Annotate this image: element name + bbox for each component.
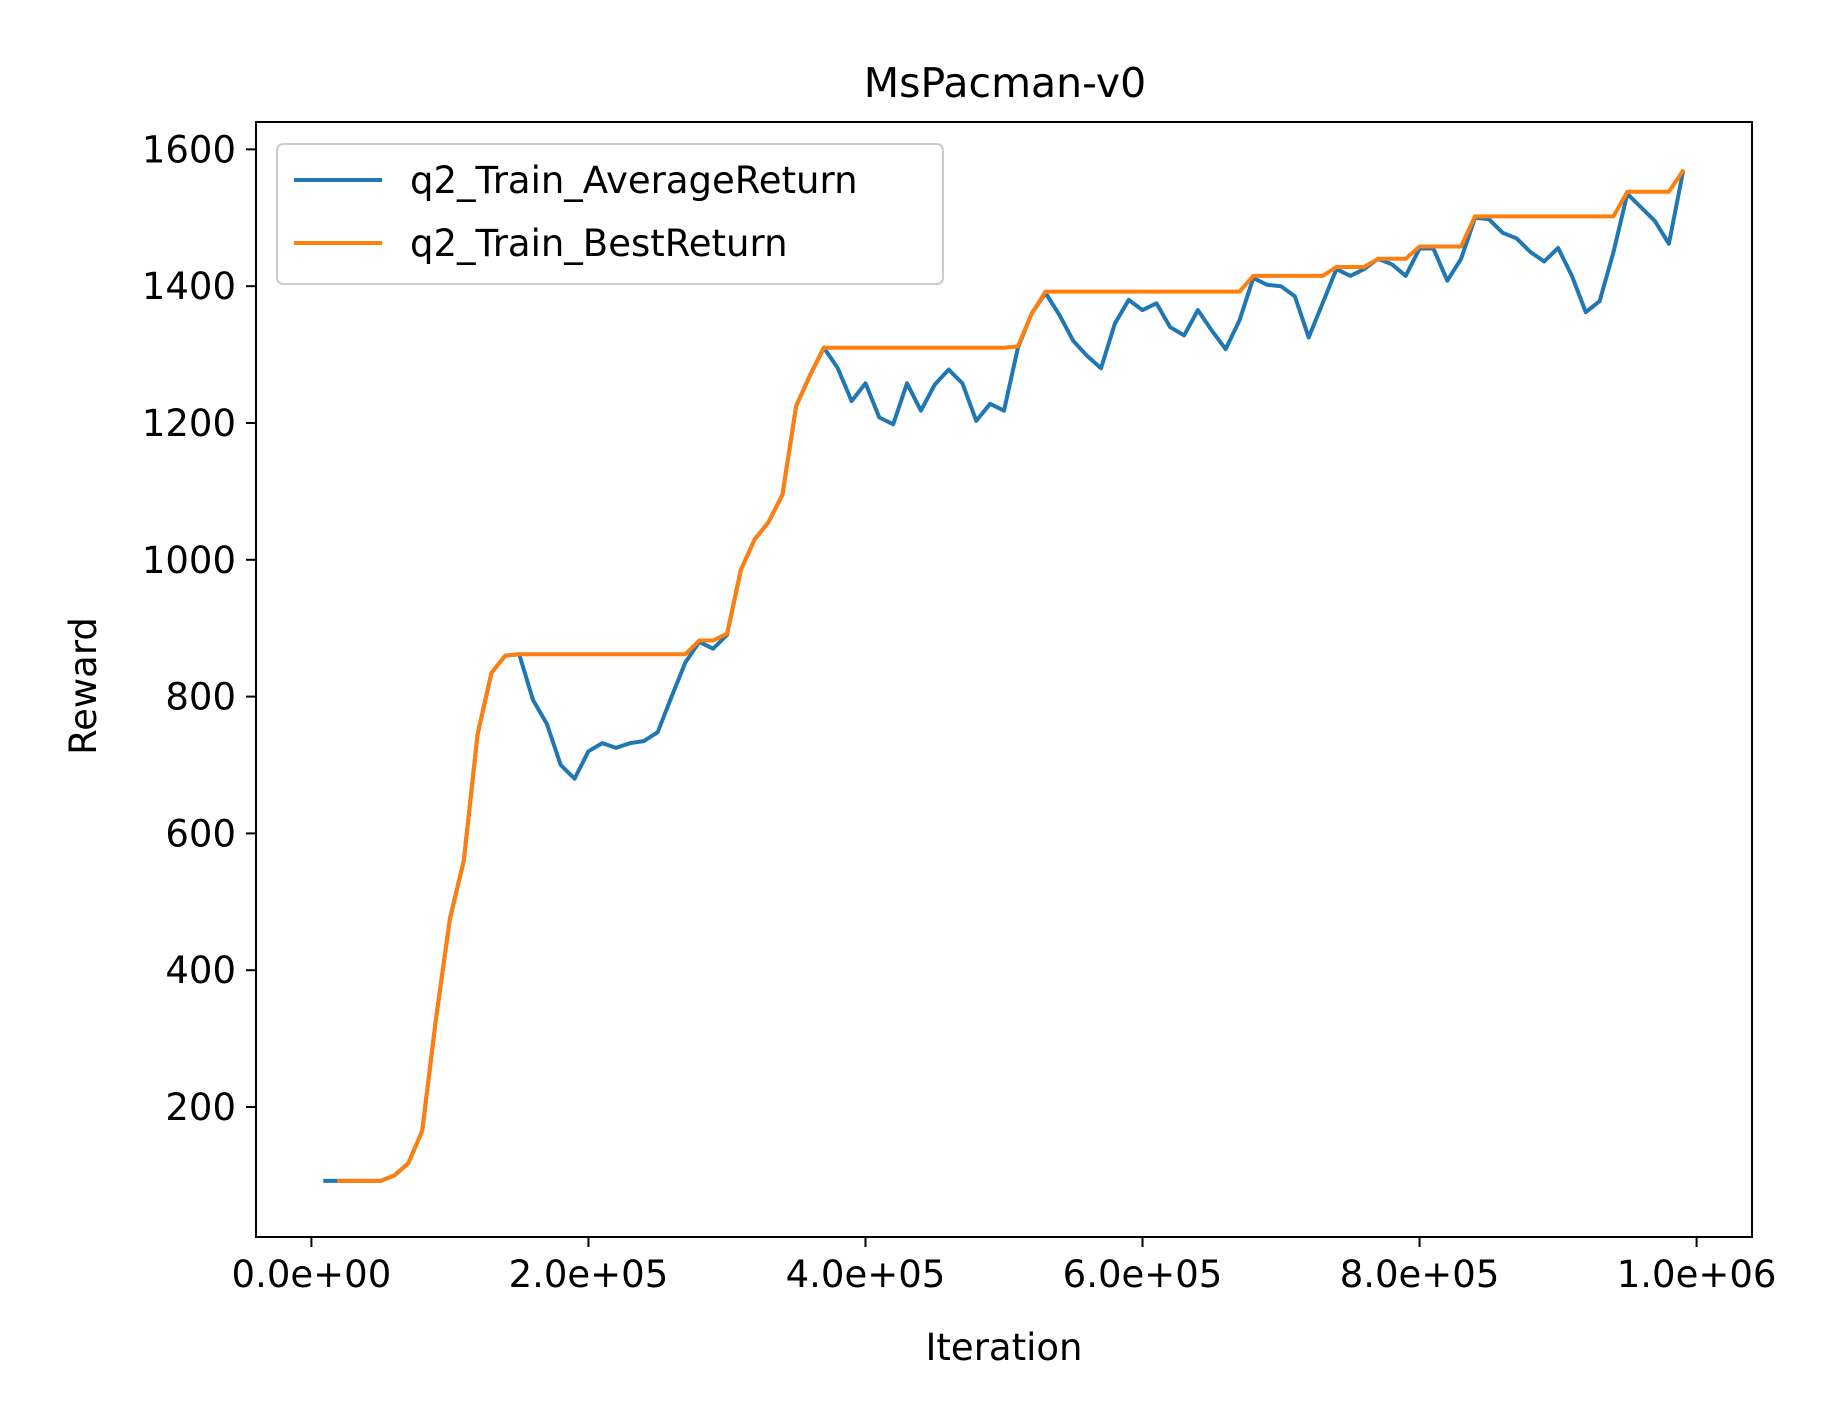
y-axis-label: Reward	[62, 617, 105, 755]
x-axis: 0.0e+00 2.0e+05 4.0e+05 6.0e+05 8.0e+05 1.0e+…	[232, 1237, 1777, 1296]
y-tick-label: 1600	[142, 128, 236, 171]
series-line-q2-train-bestreturn	[339, 171, 1683, 1181]
x-tick-label: 8.0e+05	[1340, 1253, 1500, 1296]
x-tick-label: 0.0e+00	[232, 1253, 392, 1296]
y-tick-label: 200	[165, 1086, 236, 1129]
legend: q2_Train_AverageReturn q2_Train_BestRetu…	[277, 144, 943, 284]
x-tick-label: 2.0e+05	[509, 1253, 669, 1296]
x-axis-label: Iteration	[926, 1326, 1083, 1369]
y-axis: 200 400 600 800 1000 1200 1400 1600	[142, 128, 256, 1129]
y-tick-label: 1000	[142, 539, 236, 582]
x-tick-label: 4.0e+05	[786, 1253, 946, 1296]
chart-title: MsPacman-v0	[864, 59, 1146, 107]
plot-frame	[256, 122, 1752, 1237]
y-tick-label: 1200	[142, 402, 236, 445]
y-tick-label: 800	[165, 676, 236, 719]
x-tick-label: 1.0e+06	[1617, 1253, 1777, 1296]
x-tick-label: 6.0e+05	[1063, 1253, 1223, 1296]
legend-label-average-return: q2_Train_AverageReturn	[410, 159, 858, 202]
y-tick-label: 400	[165, 949, 236, 992]
series-line-q2-train-averagereturn	[325, 173, 1682, 1181]
plot-layer	[325, 171, 1683, 1181]
y-tick-label: 600	[165, 812, 236, 855]
legend-label-best-return: q2_Train_BestReturn	[410, 222, 788, 265]
y-tick-label: 1400	[142, 265, 236, 308]
